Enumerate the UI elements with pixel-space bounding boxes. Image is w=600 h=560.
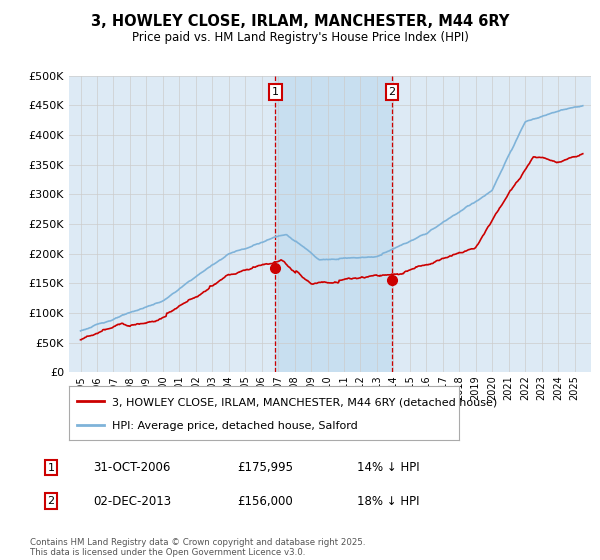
Text: £175,995: £175,995	[237, 461, 293, 474]
Bar	[275, 76, 392, 372]
Text: Contains HM Land Registry data © Crown copyright and database right 2025.
This d: Contains HM Land Registry data © Crown c…	[30, 538, 365, 557]
Text: 02-DEC-2013: 02-DEC-2013	[93, 494, 171, 508]
Text: 1: 1	[47, 463, 55, 473]
Text: £156,000: £156,000	[237, 494, 293, 508]
Text: 2: 2	[389, 87, 395, 97]
Text: HPI: Average price, detached house, Salford: HPI: Average price, detached house, Salf…	[112, 421, 358, 431]
Text: 31-OCT-2006: 31-OCT-2006	[93, 461, 170, 474]
Text: 1: 1	[272, 87, 279, 97]
Text: 3, HOWLEY CLOSE, IRLAM, MANCHESTER, M44 6RY: 3, HOWLEY CLOSE, IRLAM, MANCHESTER, M44 …	[91, 14, 509, 29]
Text: 14% ↓ HPI: 14% ↓ HPI	[357, 461, 419, 474]
Text: 18% ↓ HPI: 18% ↓ HPI	[357, 494, 419, 508]
Text: 2: 2	[47, 496, 55, 506]
Text: Price paid vs. HM Land Registry's House Price Index (HPI): Price paid vs. HM Land Registry's House …	[131, 31, 469, 44]
Text: 3, HOWLEY CLOSE, IRLAM, MANCHESTER, M44 6RY (detached house): 3, HOWLEY CLOSE, IRLAM, MANCHESTER, M44 …	[112, 398, 497, 407]
